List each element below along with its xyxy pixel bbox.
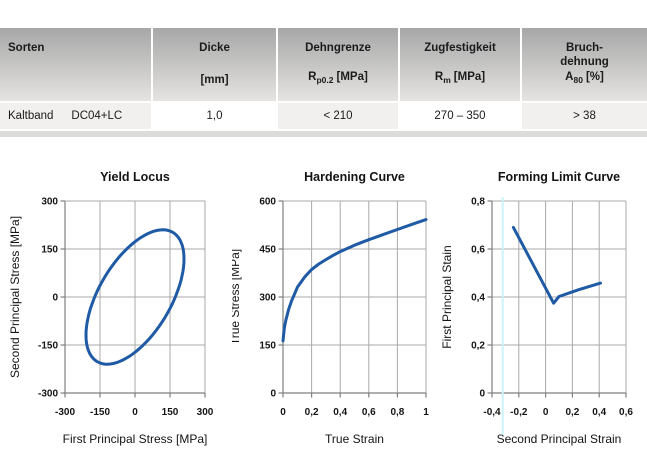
cell-grade: Kaltband DC04+LC xyxy=(0,103,151,129)
table-row: Kaltband DC04+LC 1,0 < 210 270 – 350 > 3… xyxy=(0,103,647,129)
header-dicke: Dicke [mm] xyxy=(151,28,276,101)
svg-text:150: 150 xyxy=(41,245,58,256)
svg-text:-300: -300 xyxy=(38,389,58,400)
table-bottom-strip xyxy=(0,131,647,137)
svg-text:0: 0 xyxy=(52,293,58,304)
svg-text:0,2: 0,2 xyxy=(305,407,319,418)
header-sorten: Sorten xyxy=(0,28,151,101)
svg-text:0,6: 0,6 xyxy=(619,407,633,418)
svg-text:0,4: 0,4 xyxy=(592,407,606,418)
svg-text:0: 0 xyxy=(543,407,549,418)
svg-text:300: 300 xyxy=(197,407,214,418)
svg-text:0,2: 0,2 xyxy=(471,341,485,352)
header-symbol: Rm [MPa] xyxy=(434,71,486,85)
svg-text:-300: -300 xyxy=(55,407,75,418)
unit: [MPa] xyxy=(453,71,486,83)
chart-hardening-curve: 0 0,2 0,4 0,6 0,8 1 0 150 300 450 600 Hardening Cur… xyxy=(228,158,437,464)
header-title: Bruch-dehnung xyxy=(560,42,609,68)
header-title: Dicke xyxy=(199,42,230,54)
axes xyxy=(487,200,627,398)
svg-text:150: 150 xyxy=(162,407,179,418)
header-symbol: A80 [%] xyxy=(565,71,604,85)
svg-text:0,4: 0,4 xyxy=(333,407,347,418)
unit: [%] xyxy=(585,71,604,83)
svg-text:-150: -150 xyxy=(38,341,58,352)
svg-text:0,6: 0,6 xyxy=(362,407,376,418)
y-axis-title: True Stress [MPa] xyxy=(232,249,242,345)
svg-text:0,2: 0,2 xyxy=(565,407,579,418)
svg-text:600: 600 xyxy=(259,197,276,208)
svg-text:0,8: 0,8 xyxy=(390,407,404,418)
yield-locus-curve xyxy=(84,228,186,366)
hardening-curve-svg: 0 0,2 0,4 0,6 0,8 1 0 150 300 450 600 Hardening Cur… xyxy=(228,170,429,446)
x-axis-title: Second Principal Strain xyxy=(497,432,622,446)
svg-text:300: 300 xyxy=(41,197,58,208)
chart-title: Forming Limit Curve xyxy=(498,170,620,184)
unit: [MPa] xyxy=(336,71,368,83)
material-table: Sorten Dicke [mm] Dehngrenze Rp0.2 [MPa] … xyxy=(0,28,647,137)
svg-text:1: 1 xyxy=(423,407,429,418)
forming-limit-curve-svg: -0,4 -0,2 0 0,2 0,4 0,6 0 0,2 0,4 0,6 0,8 Forming L… xyxy=(440,170,633,446)
chart-yield-locus: -300 -150 0 150 300 300 150 0 -150 -300 Yield Locu… xyxy=(0,158,232,464)
cell-yield-strength: < 210 xyxy=(276,103,398,129)
svg-text:-150: -150 xyxy=(90,407,110,418)
header-title: Sorten xyxy=(8,42,45,54)
header-bruchdehnung: Bruch-dehnung A80 [%] xyxy=(520,28,647,101)
table-header-row: Sorten Dicke [mm] Dehngrenze Rp0.2 [MPa] … xyxy=(0,28,647,101)
svg-text:0,6: 0,6 xyxy=(471,245,485,256)
svg-text:0: 0 xyxy=(280,407,286,418)
tick-labels: 0 0,2 0,4 0,6 0,8 1 0 150 300 450 600 xyxy=(259,197,429,419)
svg-text:-0,4: -0,4 xyxy=(483,407,501,418)
svg-text:0: 0 xyxy=(270,389,276,400)
cell-elongation: > 38 xyxy=(520,103,647,129)
grade-name: DC04+LC xyxy=(71,110,123,122)
cell-thickness: 1,0 xyxy=(151,103,276,129)
tick-labels: -300 -150 0 150 300 300 150 0 -150 -300 xyxy=(38,197,214,419)
svg-text:-0,2: -0,2 xyxy=(510,407,528,418)
subscript: 80 xyxy=(573,75,583,85)
y-axis-title: First Principal Stain xyxy=(440,245,454,348)
header-zugfestigkeit: Zugfestigkeit Rm [MPa] xyxy=(398,28,520,101)
axes xyxy=(60,200,206,398)
grade-type: Kaltband xyxy=(8,110,54,122)
x-axis-title: True Strain xyxy=(325,432,384,446)
forming-limit-curve-curve xyxy=(511,225,602,305)
chart-title: Yield Locus xyxy=(100,170,170,184)
chart-title: Hardening Curve xyxy=(304,170,405,184)
svg-text:0,8: 0,8 xyxy=(471,197,485,208)
svg-text:300: 300 xyxy=(259,293,276,304)
svg-text:0: 0 xyxy=(479,389,485,400)
svg-text:0: 0 xyxy=(132,407,138,418)
cell-tensile-strength: 270 – 350 xyxy=(398,103,520,129)
svg-text:450: 450 xyxy=(259,245,276,256)
header-unit: [mm] xyxy=(200,74,229,86)
hardening-curve-curve xyxy=(281,218,428,343)
axes xyxy=(278,200,427,398)
header-title: Zugfestigkeit xyxy=(424,42,496,54)
subscript: p0.2 xyxy=(316,75,334,85)
tick-labels: -0,4 -0,2 0 0,2 0,4 0,6 0 0,2 0,4 0,6 0,8 xyxy=(471,197,633,419)
subscript: m xyxy=(443,75,451,85)
chart-forming-limit-curve: -0,4 -0,2 0 0,2 0,4 0,6 0 0,2 0,4 0,6 0,8 Forming L… xyxy=(437,158,647,464)
svg-text:0,4: 0,4 xyxy=(471,293,485,304)
y-axis-title: Second Principal Stress [MPa] xyxy=(8,216,22,378)
header-symbol: Rp0.2 [MPa] xyxy=(308,71,368,85)
x-axis-title: First Principal Stress [MPa] xyxy=(63,432,208,446)
header-dehngrenze: Dehngrenze Rp0.2 [MPa] xyxy=(276,28,398,101)
header-title: Dehngrenze xyxy=(305,42,371,54)
yield-locus-svg: -300 -150 0 150 300 300 150 0 -150 -300 Yield Locu… xyxy=(8,170,214,446)
gridlines xyxy=(282,200,427,394)
gridlines xyxy=(64,200,206,394)
svg-text:150: 150 xyxy=(259,341,276,352)
